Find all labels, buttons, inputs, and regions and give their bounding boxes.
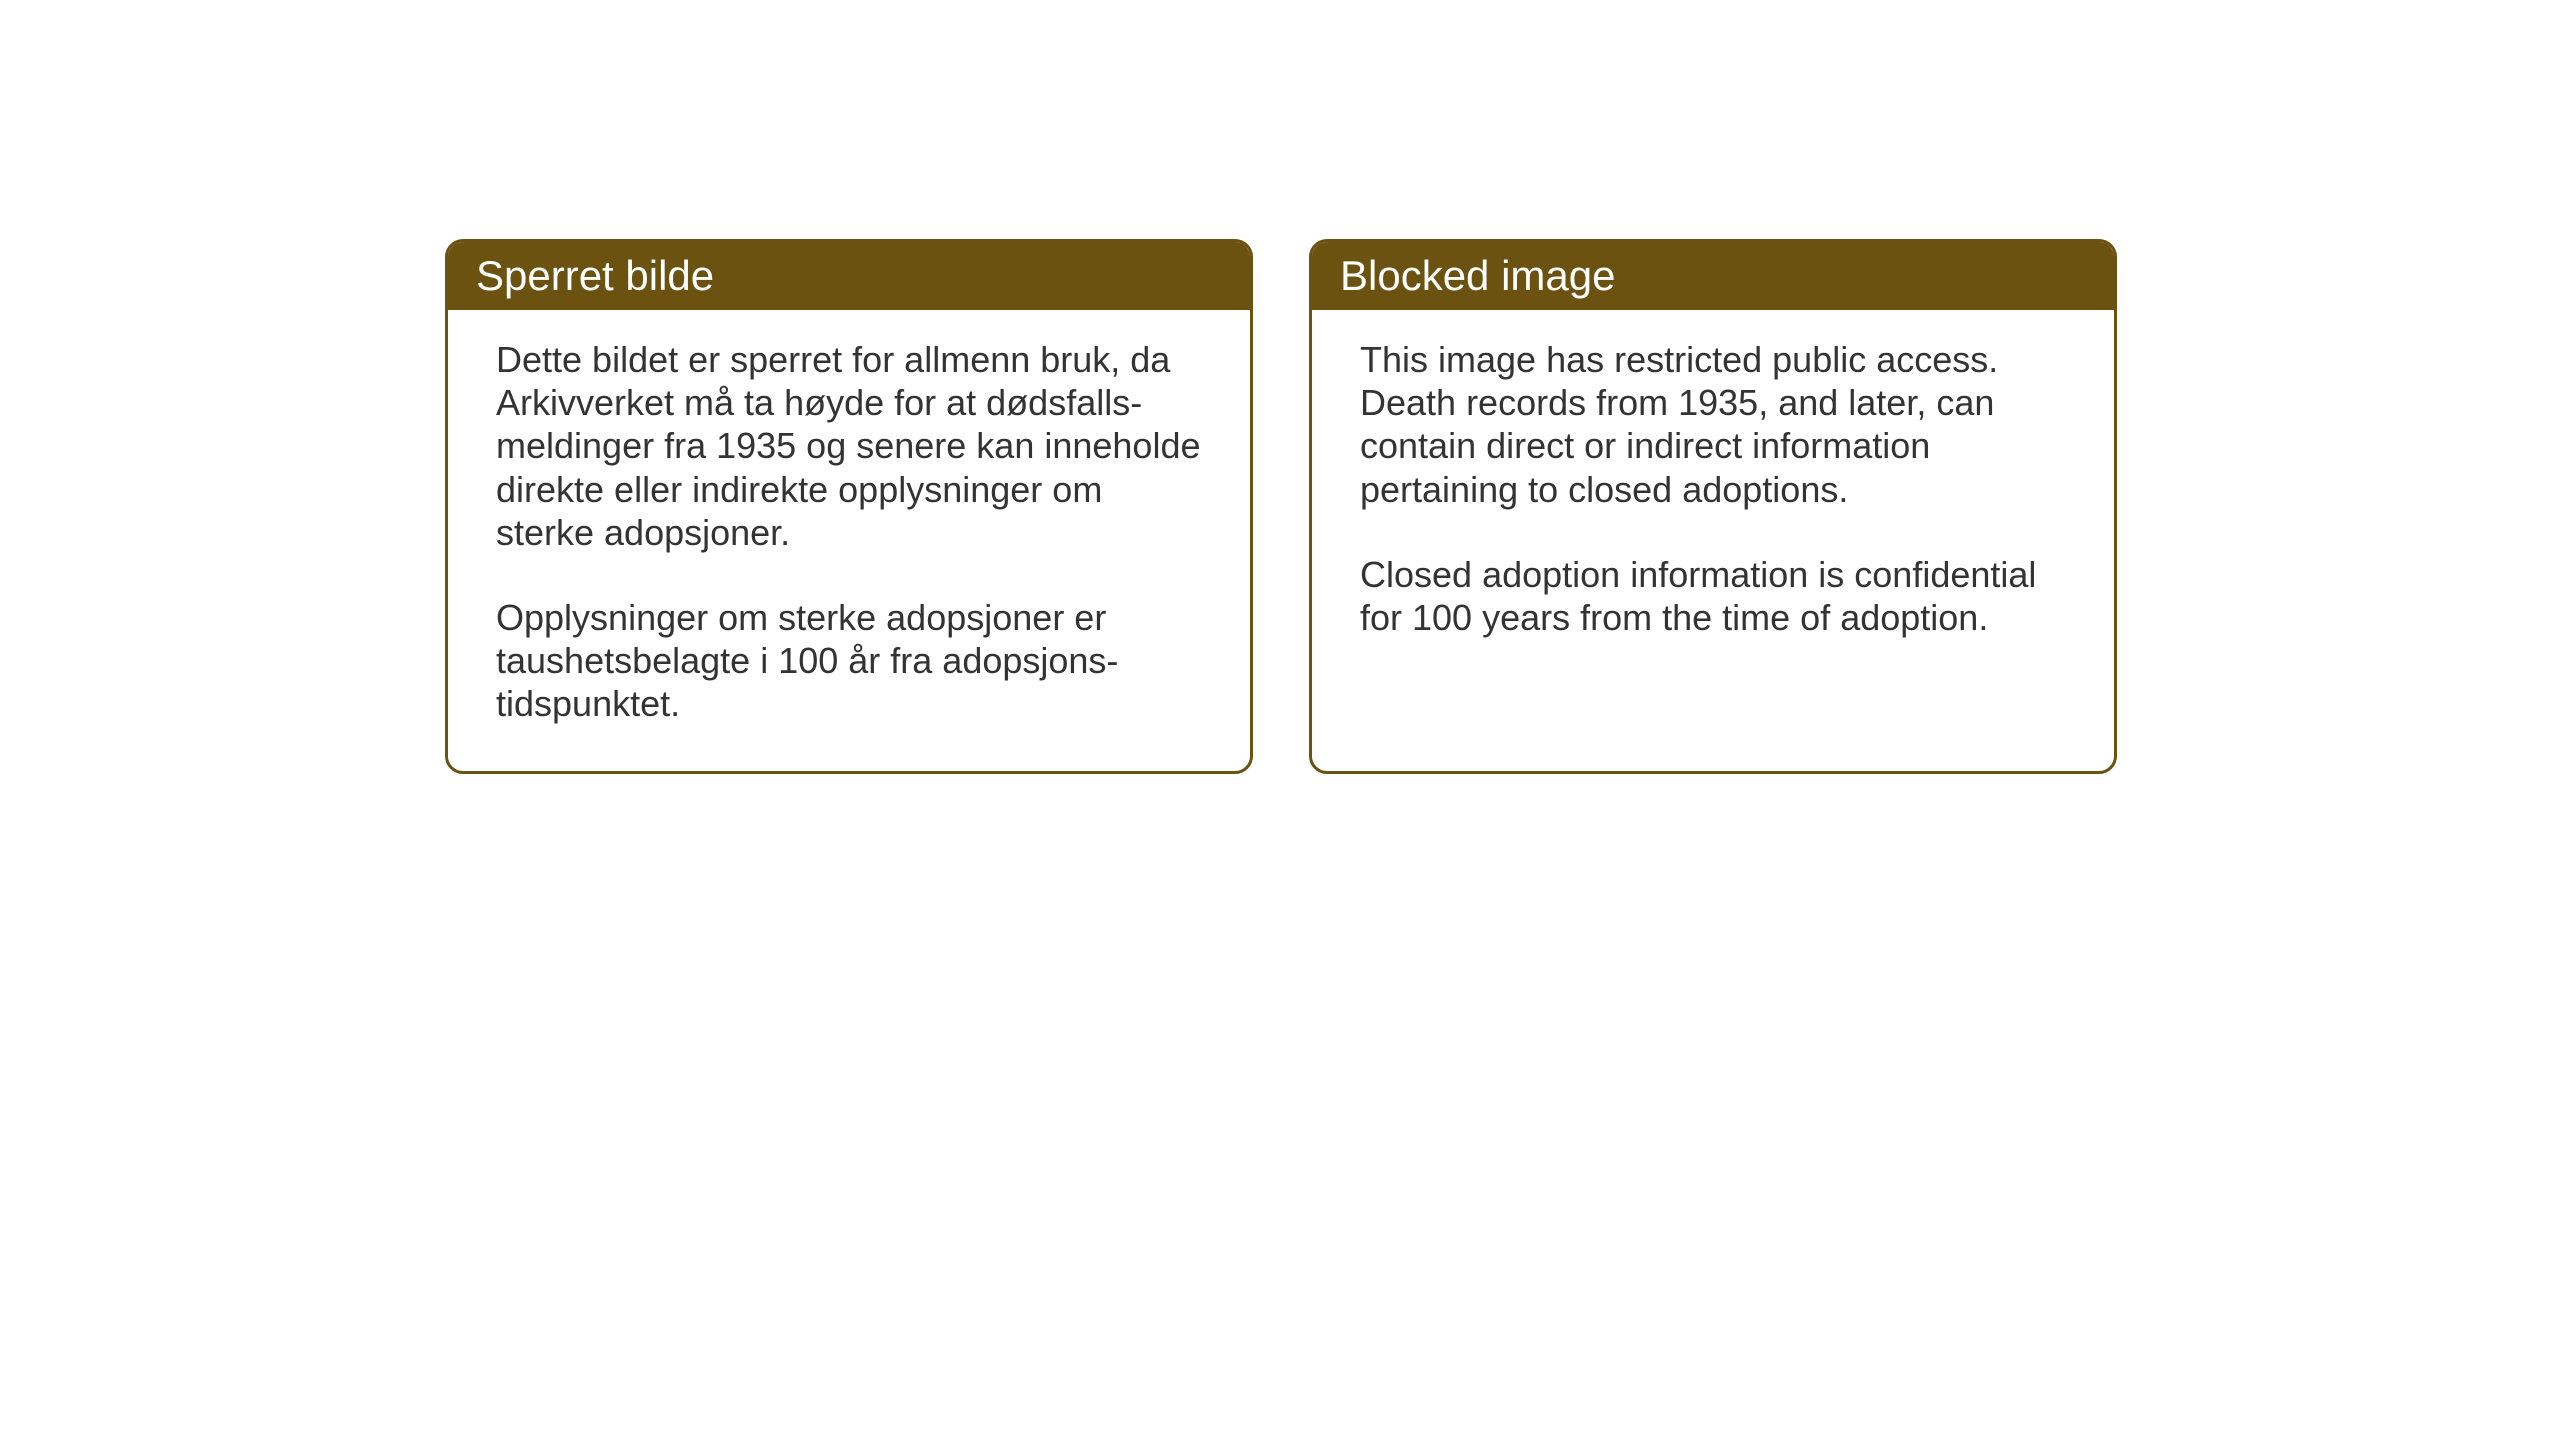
notices-container: Sperret bilde Dette bildet er sperret fo…: [445, 239, 2117, 774]
notice-paragraph1-norwegian: Dette bildet er sperret for allmenn bruk…: [496, 338, 1202, 554]
notice-header-norwegian: Sperret bilde: [448, 242, 1250, 310]
notice-body-english: This image has restricted public access.…: [1312, 310, 2114, 684]
notice-body-norwegian: Dette bildet er sperret for allmenn bruk…: [448, 310, 1250, 771]
notice-header-english: Blocked image: [1312, 242, 2114, 310]
notice-title-english: Blocked image: [1340, 252, 1615, 299]
notice-paragraph2-norwegian: Opplysninger om sterke adopsjoner er tau…: [496, 596, 1202, 726]
notice-box-norwegian: Sperret bilde Dette bildet er sperret fo…: [445, 239, 1253, 774]
notice-box-english: Blocked image This image has restricted …: [1309, 239, 2117, 774]
notice-title-norwegian: Sperret bilde: [476, 252, 714, 299]
notice-paragraph2-english: Closed adoption information is confident…: [1360, 553, 2066, 639]
notice-paragraph1-english: This image has restricted public access.…: [1360, 338, 2066, 511]
